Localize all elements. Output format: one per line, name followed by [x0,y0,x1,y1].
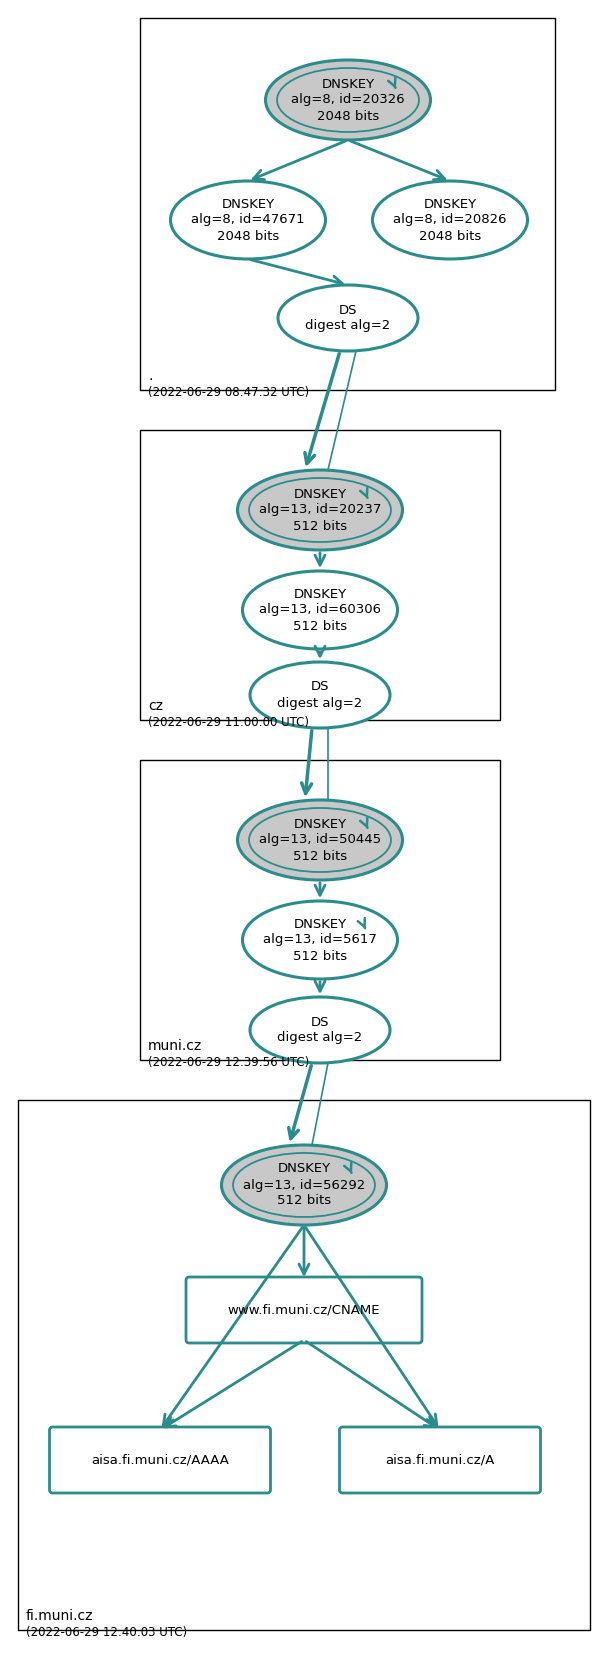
Ellipse shape [250,662,390,729]
Text: DNSKEY
alg=8, id=20326
2048 bits: DNSKEY alg=8, id=20326 2048 bits [291,78,405,123]
Bar [140,18,555,389]
Text: (2022-06-29 12:40:03 UTC): (2022-06-29 12:40:03 UTC) [26,1626,187,1639]
Ellipse shape [238,469,403,551]
Text: DS
digest alg=2: DS digest alg=2 [277,681,362,709]
Text: (2022-06-29 12:39:56 UTC): (2022-06-29 12:39:56 UTC) [148,1057,309,1068]
Ellipse shape [171,181,325,260]
Bar [18,1100,590,1631]
Ellipse shape [222,1145,387,1225]
Text: DNSKEY
alg=13, id=60306
512 bits: DNSKEY alg=13, id=60306 512 bits [259,587,381,632]
Text: DNSKEY
alg=13, id=56292
512 bits: DNSKEY alg=13, id=56292 512 bits [243,1163,365,1208]
FancyBboxPatch shape [339,1428,541,1493]
Ellipse shape [238,800,403,880]
Text: DNSKEY
alg=8, id=47671
2048 bits: DNSKEY alg=8, id=47671 2048 bits [191,198,305,243]
Ellipse shape [250,997,390,1063]
Text: DS
digest alg=2: DS digest alg=2 [277,1015,362,1045]
Text: DS
digest alg=2: DS digest alg=2 [305,303,390,333]
Text: DNSKEY
alg=13, id=20237
512 bits: DNSKEY alg=13, id=20237 512 bits [259,488,381,532]
Text: cz: cz [148,699,163,712]
Text: DNSKEY
alg=13, id=50445
512 bits: DNSKEY alg=13, id=50445 512 bits [259,817,381,862]
Text: www.fi.muni.cz/CNAME: www.fi.muni.cz/CNAME [228,1303,380,1316]
Ellipse shape [278,285,418,351]
Ellipse shape [373,181,527,260]
Text: fi.muni.cz: fi.muni.cz [26,1609,94,1622]
Text: aisa.fi.muni.cz/AAAA: aisa.fi.muni.cz/AAAA [91,1453,229,1466]
FancyBboxPatch shape [186,1276,422,1343]
Bar [140,760,500,1060]
Ellipse shape [242,900,398,978]
Ellipse shape [266,60,431,140]
Text: muni.cz: muni.cz [148,1038,202,1053]
FancyBboxPatch shape [49,1428,270,1493]
Ellipse shape [242,571,398,649]
Text: (2022-06-29 08:47:32 UTC): (2022-06-29 08:47:32 UTC) [148,386,309,399]
Text: (2022-06-29 11:00:00 UTC): (2022-06-29 11:00:00 UTC) [148,716,309,729]
Text: DNSKEY
alg=13, id=5617
512 bits: DNSKEY alg=13, id=5617 512 bits [263,917,377,962]
Text: aisa.fi.muni.cz/A: aisa.fi.muni.cz/A [385,1453,495,1466]
Text: DNSKEY
alg=8, id=20826
2048 bits: DNSKEY alg=8, id=20826 2048 bits [393,198,507,243]
Text: .: . [148,369,152,383]
Bar [140,429,500,721]
